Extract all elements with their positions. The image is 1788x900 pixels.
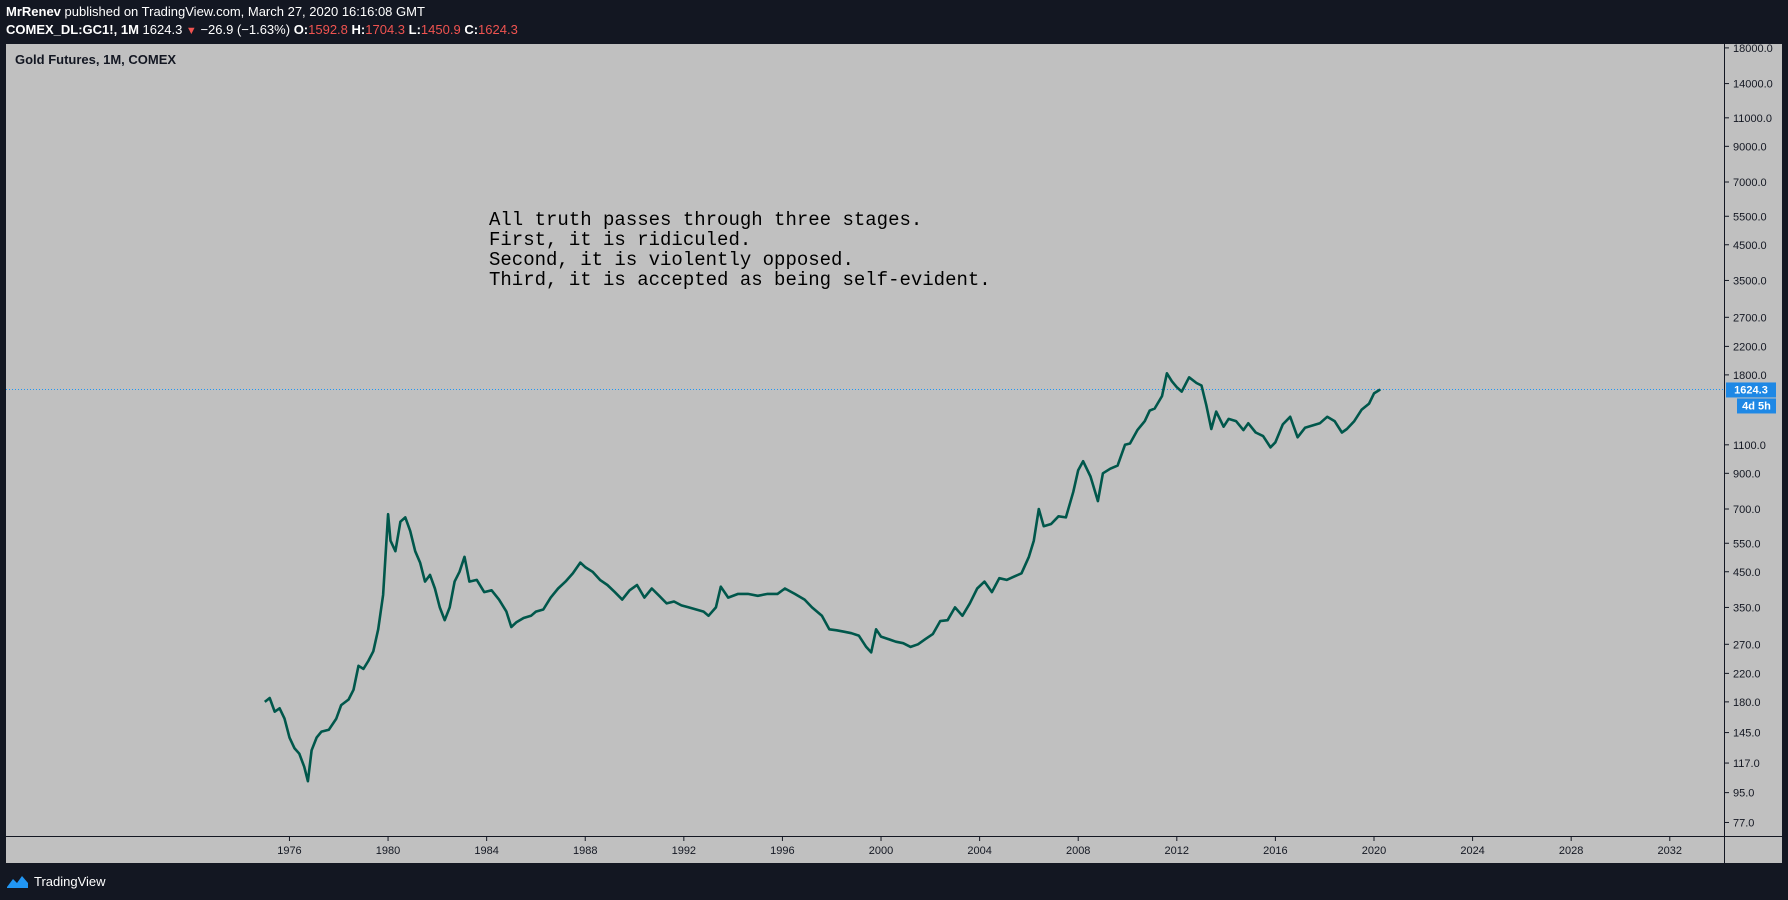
x-tick-label: 2012 [1165,845,1189,857]
x-tick-label: 2032 [1658,845,1682,857]
y-tick-label: 14000.0 [1733,79,1773,91]
x-tick-label: 2024 [1460,845,1484,857]
y-tick-label: 5500.0 [1733,211,1767,223]
chart-area[interactable] [6,44,1782,863]
y-tick-label: 2200.0 [1733,341,1767,353]
y-tick-label: 550.0 [1733,538,1761,550]
quote-line: Second, it is violently opposed. [489,249,854,271]
low-label: L: [408,22,421,37]
y-tick-label: 9000.0 [1733,141,1767,153]
author-name[interactable]: MrRenev [6,4,61,19]
tradingview-brand[interactable]: TradingView [34,874,106,889]
tradingview-logo-icon[interactable] [6,874,30,890]
symbol-name[interactable]: COMEX_DL:GC1!, 1M [6,22,139,37]
symbol-legend: COMEX_DL:GC1!, 1M 1624.3 ▼ −26.9 (−1.63%… [6,22,518,37]
publish-date: published on TradingView.com, March 27, … [64,4,425,19]
x-tick-label: 1988 [573,845,597,857]
y-tick-label: 270.0 [1733,639,1761,651]
y-tick-label: 4500.0 [1733,240,1767,252]
x-tick-label: 2008 [1066,845,1090,857]
publish-info: MrRenev published on TradingView.com, Ma… [6,4,425,19]
countdown-badge-label: 4d 5h [1742,400,1771,412]
chart-title: Gold Futures, 1M, COMEX [15,52,177,67]
quote-line: Third, it is accepted as being self-evid… [489,269,991,291]
price-axis-panel [1724,44,1782,863]
low-value: 1450.9 [420,22,461,37]
open-value: 1592.8 [308,22,348,37]
y-tick-label: 3500.0 [1733,275,1767,287]
x-tick-label: 1976 [277,845,301,857]
axis-corner [1725,837,1782,863]
y-tick-label: 18000.0 [1733,43,1773,55]
y-tick-label: 450.0 [1733,567,1761,579]
y-tick-label: 77.0 [1733,817,1754,829]
price-badge-label: 1624.3 [1734,384,1768,396]
countdown-badge [1737,398,1776,414]
y-tick-label: 1800.0 [1733,370,1767,382]
y-tick-label: 350.0 [1733,602,1761,614]
high-value: 1704.3 [365,22,406,37]
open-label: O: [293,22,309,37]
x-tick-label: 1992 [672,845,696,857]
x-tick-label: 2020 [1362,845,1386,857]
footer-bar [0,864,1788,900]
y-tick-label: 7000.0 [1733,177,1767,189]
x-tick-label: 1996 [770,845,794,857]
last-price: 1624.3 [142,22,183,37]
y-tick-label: 220.0 [1733,668,1761,680]
y-tick-label: 95.0 [1733,788,1754,800]
high-label: H: [351,22,366,37]
x-tick-label: 2004 [967,845,991,857]
y-tick-label: 11000.0 [1733,113,1772,125]
price-badge [1726,382,1776,398]
x-tick-label: 1984 [474,845,498,857]
y-tick-label: 180.0 [1733,697,1761,709]
y-tick-label: 145.0 [1733,728,1761,740]
x-tick-label: 2028 [1559,845,1583,857]
quote-annotation[interactable]: All truth passes through three stages. Fi… [489,210,991,290]
y-tick-label: 900.0 [1733,468,1761,480]
y-tick-label: 700.0 [1733,504,1761,516]
y-tick-label: 117.0 [1733,758,1760,770]
close-label: C: [464,22,479,37]
publish-header: MrRenev published on TradingView.com, Ma… [0,0,1788,44]
down-arrow-icon: ▼ [185,25,197,37]
y-tick-label: 1100.0 [1733,440,1766,452]
price-change: −26.9 (−1.63%) [200,22,291,37]
close-value: 1624.3 [478,22,518,37]
gold-price-series [263,371,1381,783]
x-tick-label: 2000 [869,845,893,857]
x-tick-label: 1980 [376,845,400,857]
quote-line: All truth passes through three stages. [489,209,923,231]
x-tick-label: 2016 [1263,845,1287,857]
y-tick-label: 2700.0 [1733,312,1767,324]
quote-line: First, it is ridiculed. [489,229,752,251]
